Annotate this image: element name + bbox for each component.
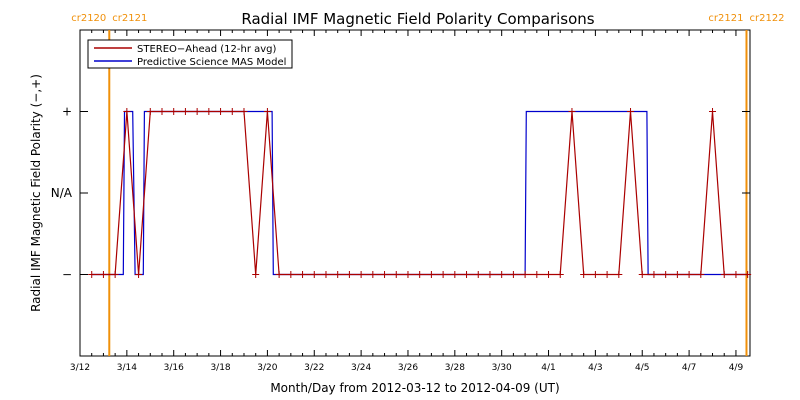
data-point-marker	[369, 271, 377, 278]
y-tick-label: +	[62, 105, 72, 119]
data-point-marker	[439, 271, 447, 278]
series-line-mas	[91, 110, 748, 276]
data-point-marker	[673, 271, 681, 278]
data-point-marker	[111, 271, 119, 278]
data-point-marker	[345, 271, 353, 278]
legend-label-stereo: STEREO−Ahead (12-hr avg)	[137, 44, 277, 55]
carrington-label-left: cr2120	[71, 13, 106, 24]
x-axis-ticks: 3/12 3/14 3/16 3/18 3/20 3/22 3/24 3/26 3/28 3/30…	[70, 30, 744, 373]
x-tick-label: 4/3	[588, 363, 602, 373]
y-axis-label: Radial IMF Magnetic Field Polarity (−,+)	[29, 74, 43, 312]
data-point-marker	[299, 271, 307, 278]
data-point-marker	[627, 108, 635, 115]
data-point-marker	[427, 271, 435, 278]
data-point-marker	[744, 271, 752, 278]
data-point-marker	[486, 271, 494, 278]
x-tick-label: 3/14	[117, 363, 137, 373]
data-point-marker	[334, 271, 342, 278]
data-point-marker	[556, 271, 564, 278]
data-point-marker	[88, 271, 96, 278]
carrington-label-right: cr2121	[112, 13, 147, 24]
chart-title: Radial IMF Magnetic Field Polarity Compa…	[241, 10, 594, 28]
data-point-marker	[228, 108, 236, 115]
x-tick-label: 3/12	[70, 363, 90, 373]
x-tick-label: 3/16	[164, 363, 184, 373]
legend-box	[87, 39, 293, 69]
x-tick-label: 4/7	[682, 363, 696, 373]
data-point-marker	[591, 271, 599, 278]
data-point-marker	[732, 271, 740, 278]
plot-frame	[79, 29, 751, 357]
carrington-label-left: cr2121	[708, 13, 743, 24]
y-tick-label: N/A	[51, 186, 73, 200]
data-point-marker	[381, 271, 389, 278]
data-point-marker	[662, 271, 670, 278]
data-point-marker	[123, 108, 131, 115]
data-point-marker	[580, 271, 588, 278]
data-point-marker	[650, 271, 658, 278]
data-point-marker	[205, 108, 213, 115]
data-point-marker	[158, 108, 166, 115]
series-lines	[88, 108, 752, 278]
data-point-marker	[170, 108, 178, 115]
data-point-marker	[463, 271, 471, 278]
x-tick-label: 3/28	[445, 363, 465, 373]
data-point-marker	[568, 108, 576, 115]
data-point-marker	[615, 271, 623, 278]
data-point-marker	[603, 271, 611, 278]
y-tick-label: −	[62, 268, 72, 282]
data-point-marker	[135, 271, 143, 278]
x-tick-label: 4/5	[635, 363, 649, 373]
data-point-marker	[697, 271, 705, 278]
data-point-marker	[193, 108, 201, 115]
legend: STEREO−Ahead (12-hr avg) Predictive Scie…	[87, 39, 293, 69]
data-point-marker	[709, 108, 717, 115]
carrington-label-right: cr2122	[749, 13, 784, 24]
x-axis-label: Month/Day from 2012-03-12 to 2012-04-09 …	[270, 381, 559, 395]
data-point-marker	[181, 108, 189, 115]
x-tick-label: 3/18	[210, 363, 230, 373]
data-point-marker	[99, 271, 107, 278]
x-tick-label: 3/26	[398, 363, 418, 373]
data-point-marker	[685, 271, 693, 278]
x-tick-label: 3/30	[492, 363, 512, 373]
data-point-marker	[322, 271, 330, 278]
data-point-marker	[416, 271, 424, 278]
data-point-marker	[451, 271, 459, 278]
x-tick-label: 3/24	[351, 363, 371, 373]
data-point-marker	[545, 271, 553, 278]
x-tick-label: 3/20	[257, 363, 277, 373]
data-point-marker	[310, 271, 318, 278]
data-point-marker	[521, 271, 529, 278]
data-point-marker	[498, 271, 506, 278]
data-point-marker	[638, 271, 646, 278]
data-point-marker	[146, 108, 154, 115]
data-point-marker	[240, 108, 248, 115]
x-tick-label: 4/1	[541, 363, 555, 373]
data-point-marker	[263, 108, 271, 115]
data-point-marker	[275, 271, 283, 278]
data-point-marker	[404, 271, 412, 278]
data-point-marker	[509, 271, 517, 278]
legend-label-mas: Predictive Science MAS Model	[137, 57, 286, 68]
data-point-marker	[392, 271, 400, 278]
data-point-marker	[287, 271, 295, 278]
series-line-stereo	[91, 110, 748, 276]
y-axis-ticks: + N/A −	[51, 105, 750, 282]
x-tick-label: 4/9	[729, 363, 744, 373]
data-point-marker	[217, 108, 225, 115]
data-point-marker	[474, 271, 482, 278]
data-point-marker	[720, 271, 728, 278]
data-point-marker	[357, 271, 365, 278]
data-point-marker	[533, 271, 541, 278]
x-tick-label: 3/22	[304, 363, 324, 373]
data-point-marker	[252, 271, 260, 278]
